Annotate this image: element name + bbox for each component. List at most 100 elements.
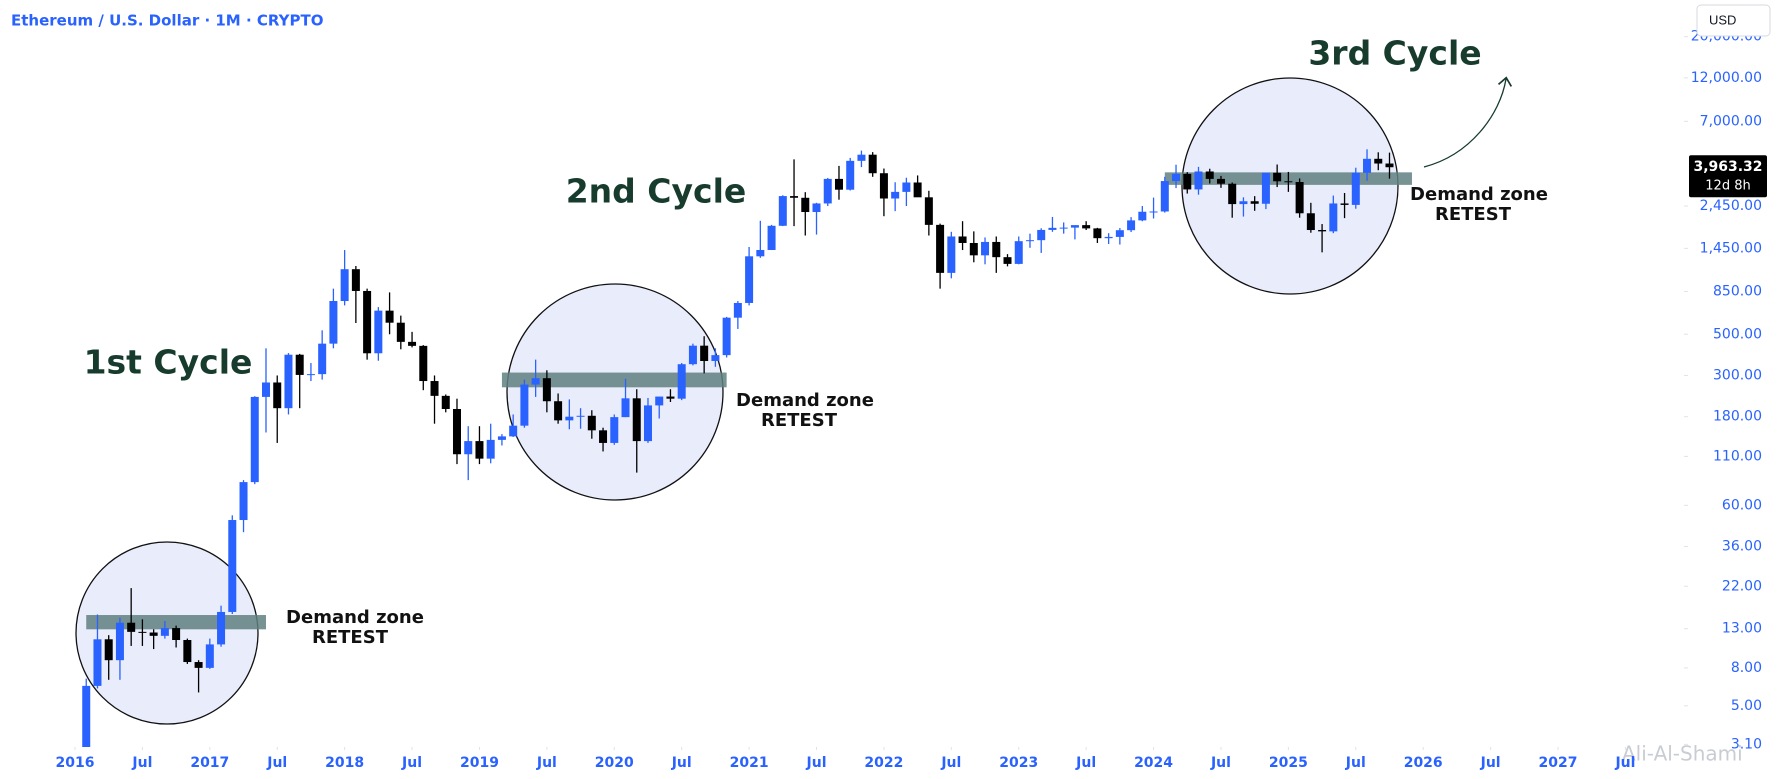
x-tick-label: Jul [1345, 755, 1366, 771]
candle-body [306, 374, 315, 376]
candle-body [1138, 211, 1147, 221]
y-tick-label: 8.00 [1731, 660, 1762, 676]
candle-body [1115, 230, 1124, 237]
candle-body [745, 256, 754, 303]
candle-body [509, 425, 518, 437]
candle-body [1351, 172, 1360, 205]
y-axis: 20,000.0012,000.007,000.002,450.001,450.… [56, 29, 1762, 771]
candle-body [497, 436, 506, 440]
candle-body [138, 631, 147, 633]
candle-body [340, 269, 349, 302]
cycle-label: 2nd Cycle [566, 172, 747, 211]
candles [82, 149, 1394, 747]
candle-body [756, 249, 765, 257]
candle-body [834, 178, 843, 190]
candle-body [239, 482, 248, 521]
candle-body [1003, 257, 1012, 264]
candle-body [475, 441, 484, 459]
chart-title: Ethereum / U.S. Dollar · 1M · CRYPTO [11, 12, 323, 30]
candle-body [396, 322, 405, 342]
candle-body [1014, 241, 1023, 264]
candle-body [1093, 228, 1102, 239]
candle-body [1082, 225, 1091, 229]
candle-body [868, 154, 877, 174]
candle-body [1070, 225, 1079, 228]
x-tick-label: 2024 [1134, 755, 1173, 771]
candle-body [711, 355, 720, 361]
candle-body [1318, 230, 1327, 232]
x-tick-label: 2027 [1539, 755, 1578, 771]
y-tick-label: 300.00 [1713, 367, 1762, 383]
y-tick-label: 22.00 [1722, 578, 1762, 594]
y-tick-label: 12,000.00 [1691, 70, 1762, 86]
candle-body [643, 405, 652, 442]
x-tick-label: 2021 [730, 755, 769, 771]
candle-body [419, 345, 428, 382]
candle-body [1216, 178, 1225, 184]
candle-body [430, 381, 439, 396]
candle-body [767, 225, 776, 250]
x-tick-label: Jul [536, 755, 557, 771]
candle-body [172, 628, 181, 641]
y-tick-label: 500.00 [1713, 326, 1762, 342]
candle-body [486, 439, 495, 459]
y-tick-label: 7,000.00 [1700, 113, 1762, 129]
candle-body [924, 197, 933, 225]
zone-label: RETEST [312, 627, 389, 648]
currency-button[interactable]: USD [1696, 4, 1771, 37]
button-frame[interactable] [1696, 4, 1771, 37]
candle-body [363, 290, 372, 354]
candle-body [1340, 203, 1349, 205]
x-tick-label: Jul [401, 755, 422, 771]
arrow [1423, 76, 1513, 168]
x-tick-label: Jul [131, 755, 152, 771]
x-tick-label: 2019 [460, 755, 499, 771]
candle-body [812, 203, 821, 213]
candle-body [194, 662, 203, 668]
candle-body [1205, 171, 1214, 179]
last-price-box [1689, 155, 1767, 198]
button-label[interactable]: USD [1709, 12, 1736, 27]
candle-body [1363, 158, 1372, 173]
candle-body [587, 415, 596, 431]
candle-body [857, 154, 866, 161]
candle-body [879, 173, 888, 199]
candle-body [700, 345, 709, 361]
highlight-circle [1181, 77, 1399, 295]
last-price-label: 3,963.32 [1693, 159, 1762, 175]
candle-body [677, 364, 686, 399]
x-tick-label: Jul [806, 755, 827, 771]
candle-body [936, 224, 945, 273]
candle-body [104, 639, 113, 661]
y-tick-label: 1,450.00 [1700, 240, 1762, 256]
candle-body [1127, 220, 1136, 231]
candle-body [1273, 172, 1282, 182]
highlight-circle [506, 283, 724, 501]
candle-body [823, 178, 832, 204]
candle-body [183, 640, 192, 663]
candle-body [531, 378, 540, 385]
candle-body [115, 622, 124, 661]
candle-body [947, 236, 956, 273]
candle-body [1250, 201, 1259, 204]
candle-body [666, 396, 675, 399]
y-tick-label: 13.00 [1722, 621, 1762, 637]
candle-body [992, 241, 1001, 258]
candle-body [632, 398, 641, 442]
candle-body [688, 345, 697, 365]
candle-body [913, 182, 922, 198]
candle-body [722, 317, 731, 356]
zone-label: Demand zone [1410, 184, 1548, 205]
x-tick-label: Jul [1614, 755, 1635, 771]
candle-body [969, 242, 978, 256]
candle-body [1385, 163, 1394, 168]
candle-body [520, 384, 529, 426]
zone-label: Demand zone [286, 607, 424, 628]
candle-body [599, 430, 608, 443]
y-tick-label: 180.00 [1713, 409, 1762, 425]
y-tick-label: 5.00 [1731, 698, 1762, 714]
zone-label: Demand zone [736, 390, 874, 411]
candle-body [295, 354, 304, 375]
x-tick-label: 2022 [864, 755, 903, 771]
